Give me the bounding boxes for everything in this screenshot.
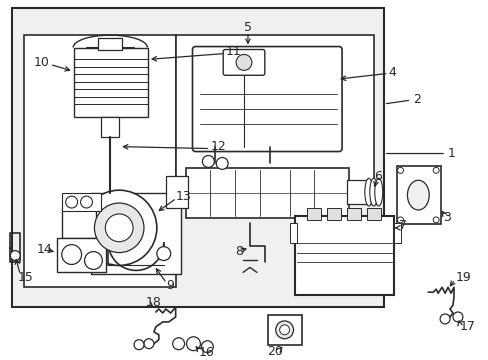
- FancyBboxPatch shape: [192, 46, 342, 152]
- Text: 14: 14: [37, 243, 53, 256]
- Text: 19: 19: [455, 271, 471, 284]
- Circle shape: [172, 338, 184, 350]
- Bar: [12, 8, 383, 307]
- Circle shape: [157, 247, 170, 261]
- Circle shape: [216, 157, 228, 169]
- Circle shape: [397, 217, 403, 223]
- Circle shape: [432, 167, 438, 173]
- Text: 13: 13: [175, 190, 191, 203]
- Bar: [346, 180, 376, 204]
- Text: 17: 17: [459, 320, 475, 333]
- Text: 10: 10: [34, 56, 50, 69]
- Circle shape: [81, 190, 157, 265]
- Circle shape: [452, 312, 462, 322]
- Text: 2: 2: [412, 93, 420, 105]
- Circle shape: [61, 245, 81, 265]
- Circle shape: [186, 337, 200, 351]
- Bar: [74, 48, 148, 117]
- Text: 4: 4: [388, 66, 396, 79]
- Bar: [307, 208, 321, 220]
- Ellipse shape: [407, 180, 428, 210]
- Ellipse shape: [369, 178, 377, 206]
- Circle shape: [94, 203, 143, 253]
- Text: 18: 18: [145, 296, 162, 309]
- Circle shape: [236, 54, 251, 70]
- Circle shape: [432, 217, 438, 223]
- Bar: [101, 117, 119, 137]
- Bar: [185, 168, 348, 218]
- Circle shape: [84, 252, 102, 269]
- Ellipse shape: [364, 178, 372, 206]
- Bar: [393, 223, 401, 243]
- Text: 11: 11: [225, 45, 241, 58]
- Text: 6: 6: [373, 170, 381, 183]
- Bar: [165, 176, 187, 208]
- Bar: [294, 216, 393, 295]
- Text: 8: 8: [235, 245, 243, 258]
- Text: 20: 20: [266, 345, 282, 358]
- Circle shape: [65, 196, 78, 208]
- Bar: [91, 193, 180, 274]
- Bar: [98, 38, 122, 50]
- Bar: [57, 238, 106, 273]
- Circle shape: [275, 321, 293, 339]
- Text: 3: 3: [442, 211, 450, 224]
- Circle shape: [201, 341, 213, 352]
- Bar: [175, 35, 373, 183]
- Text: 1: 1: [447, 147, 455, 160]
- Text: 7: 7: [398, 219, 406, 232]
- Text: 16: 16: [198, 346, 214, 359]
- Text: 12: 12: [210, 140, 225, 153]
- Circle shape: [397, 167, 403, 173]
- Bar: [24, 35, 175, 287]
- Text: 9: 9: [165, 279, 173, 292]
- Bar: [267, 315, 302, 345]
- Bar: [61, 208, 96, 238]
- Text: 15: 15: [17, 271, 33, 284]
- Bar: [61, 193, 101, 211]
- Bar: [326, 208, 340, 220]
- Circle shape: [134, 340, 143, 350]
- Bar: [366, 208, 380, 220]
- Circle shape: [202, 156, 214, 167]
- Circle shape: [81, 196, 92, 208]
- Bar: [289, 223, 297, 243]
- FancyBboxPatch shape: [223, 50, 264, 75]
- Circle shape: [143, 339, 154, 348]
- Ellipse shape: [374, 178, 382, 206]
- Circle shape: [105, 214, 133, 242]
- Text: 5: 5: [244, 21, 251, 34]
- Bar: [396, 166, 440, 224]
- Circle shape: [279, 325, 289, 335]
- Circle shape: [10, 251, 20, 261]
- Bar: [346, 208, 360, 220]
- Circle shape: [439, 314, 449, 324]
